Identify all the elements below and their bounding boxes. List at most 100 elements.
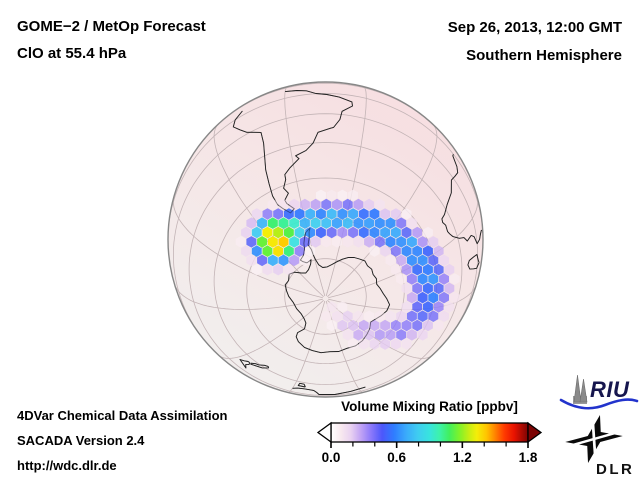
clo-hex-cell — [321, 310, 332, 322]
clo-hex-cell — [364, 310, 375, 322]
clo-hex-cell — [417, 310, 428, 322]
clo-hex-cell — [235, 236, 246, 248]
riu-logo: RIU — [559, 374, 639, 410]
clo-hex-cell — [433, 245, 444, 257]
meridian-line — [325, 86, 367, 297]
colorbar-title: Volume Mixing Ratio [ppbv] — [341, 399, 518, 414]
clo-hex-cell — [364, 236, 375, 248]
clo-hex-cell — [390, 319, 401, 332]
meridian-line — [174, 284, 323, 311]
colorbar-tick-label: 0.6 — [387, 450, 406, 465]
clo-hex-cell — [358, 208, 369, 220]
coastline-australia — [292, 386, 366, 395]
clo-hex-cell — [406, 273, 417, 285]
clo-hex-cell — [380, 208, 391, 220]
clo-hex-cell — [369, 208, 380, 220]
clo-hex-cell — [273, 263, 284, 276]
clo-hex-cell — [390, 263, 401, 276]
clo-hex-cell — [353, 198, 364, 211]
clo-hex-cell — [374, 198, 385, 211]
clo-hex-cell — [299, 236, 310, 248]
clo-hex-cell — [251, 208, 262, 220]
clo-hex-cell — [412, 301, 423, 313]
clo-hex-cell — [332, 217, 342, 229]
coastline-south-america — [232, 90, 353, 214]
clo-hex-cell — [396, 310, 407, 322]
clo-hex-cell — [406, 310, 417, 322]
clo-hex-cell — [267, 254, 278, 267]
clo-hex-cell — [326, 319, 337, 332]
plot-time-block: Sep 26, 2013, 12:00 GMT Southern Hemisph… — [448, 14, 622, 70]
colorbar-tick-label: 0.0 — [322, 450, 341, 465]
globe-rim — [167, 81, 484, 398]
clo-hex-cell — [353, 217, 364, 229]
clo-hex-cell — [278, 198, 289, 211]
clo-hex-cell — [417, 236, 428, 248]
clo-hex-cell — [423, 226, 433, 239]
clo-hex-cell — [251, 263, 262, 276]
clo-hex-cell — [428, 291, 439, 304]
clo-hex-cell — [337, 189, 348, 202]
coastline-antarctica — [284, 227, 391, 354]
clo-hex-cell — [241, 226, 251, 239]
clo-hex-cell — [337, 301, 348, 313]
clo-hex-cell — [257, 254, 268, 267]
clo-hex-cell — [364, 329, 375, 341]
clo-hex-cell — [374, 329, 385, 341]
coastline-africa — [441, 154, 483, 245]
instrument-title: GOME−2 / MetOp Forecast — [17, 18, 206, 35]
clo-hex-cell — [283, 263, 294, 276]
clo-hex-cell — [385, 217, 396, 229]
clo-hex-cell — [417, 329, 428, 341]
clo-hex-cell — [374, 236, 385, 248]
clo-hex-cell — [316, 208, 326, 220]
clo-hex-cell — [262, 208, 273, 220]
clo-hex-cell — [401, 245, 412, 257]
clo-hex-cell — [358, 319, 369, 332]
clo-hex-cell — [289, 198, 300, 211]
clo-hex-cell — [353, 236, 364, 248]
clo-hex-cell — [423, 319, 433, 332]
clo-hex-cell — [337, 319, 348, 332]
clo-hex-cell — [310, 217, 321, 229]
cathedral-spire-right — [579, 378, 588, 403]
clo-hex-cell — [257, 236, 268, 248]
coastline-nz-north — [239, 359, 251, 369]
clo-hex-cell — [433, 301, 444, 313]
clo-hex-cell — [412, 263, 423, 276]
dlr-star-icon — [565, 415, 623, 463]
clo-hex-cell — [294, 208, 305, 220]
clo-hex-cell — [406, 217, 417, 229]
clo-hex-cell — [289, 254, 300, 267]
timestamp-label: Sep 26, 2013, 12:00 GMT — [447, 19, 622, 36]
clo-hex-cell — [332, 310, 342, 322]
meridian-line — [218, 300, 324, 359]
clo-hex-cell — [321, 236, 332, 248]
clo-hex-cell — [396, 217, 407, 229]
clo-hex-cell — [428, 310, 439, 322]
clo-hex-cell — [406, 236, 417, 248]
clo-hex-cell — [326, 301, 337, 313]
clo-hex-cell — [396, 329, 407, 341]
clo-hex-cell — [332, 198, 342, 211]
clo-hex-cell — [433, 263, 444, 276]
colorbar-gradient-bar — [330, 422, 529, 443]
clo-hex-cell — [326, 226, 337, 239]
version-label: SACADA Version 2.4 — [17, 433, 145, 448]
clo-hex-cell — [299, 198, 310, 211]
coastlines — [232, 90, 483, 395]
clo-hex-cell — [401, 282, 412, 295]
parallel-line — [172, 113, 479, 351]
clo-hex-cell — [412, 245, 423, 257]
clo-hex-cell — [358, 338, 369, 350]
clo-hex-cell — [241, 245, 251, 257]
clo-hex-cell — [246, 254, 257, 267]
coastline-antarctica — [284, 227, 391, 354]
graticule — [168, 82, 483, 396]
clo-hex-cell — [326, 208, 337, 220]
coastline-madagascar — [467, 254, 480, 270]
parallel-line — [168, 93, 483, 240]
clo-hex-cell — [289, 236, 300, 248]
clo-hex-cell — [374, 217, 385, 229]
clo-hex-cell — [299, 254, 310, 267]
